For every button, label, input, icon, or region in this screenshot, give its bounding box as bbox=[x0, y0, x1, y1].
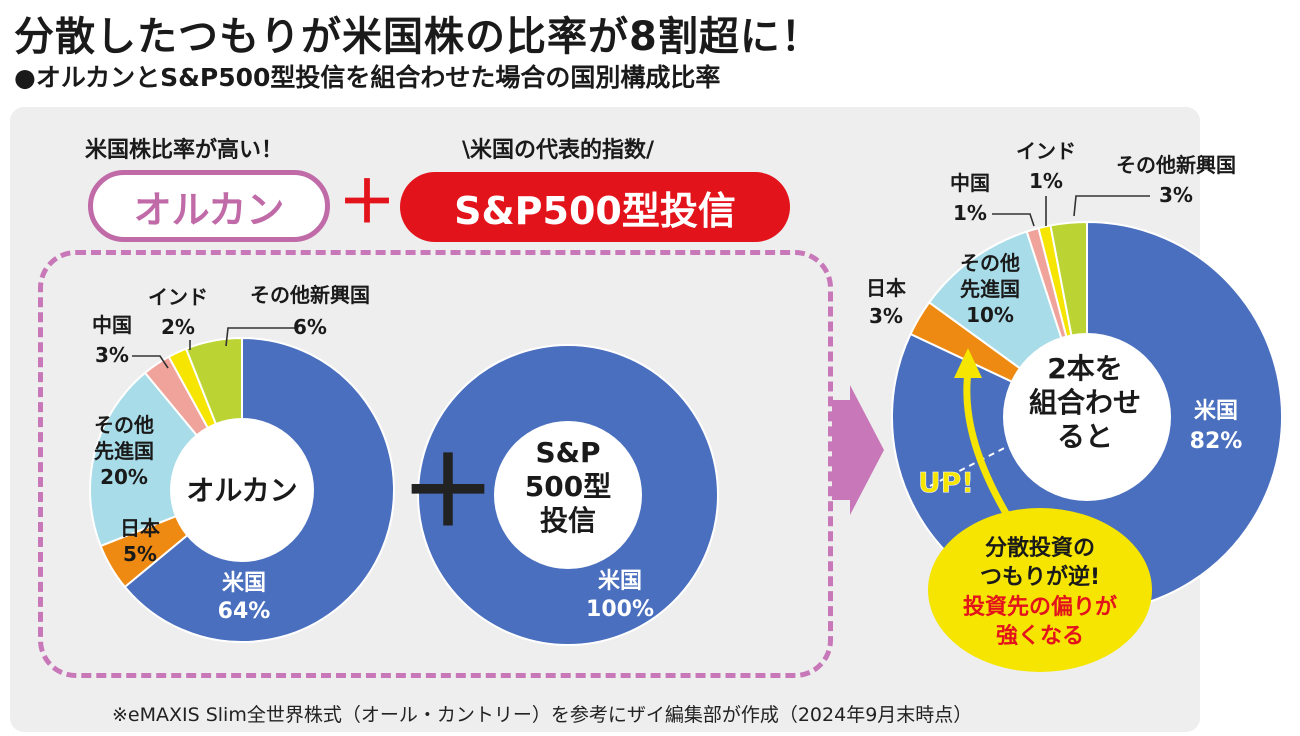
pill-orukan: オルカン bbox=[88, 170, 330, 242]
footnote: ※eMAXIS Slim全世界株式（オール・カントリー）を参考にザイ編集部が作成… bbox=[112, 704, 973, 726]
pie1-leader-emerging bbox=[225, 327, 296, 347]
pie3-label-usa: 米国 82% bbox=[1190, 399, 1243, 454]
pie1-label-india-name: インド bbox=[148, 285, 208, 309]
inputs-dashed-frame bbox=[38, 250, 833, 678]
pie3-label-india-name: インド bbox=[1016, 139, 1076, 163]
pie1-label-japan: 日本 5% bbox=[120, 516, 160, 566]
pie1-leader-china bbox=[132, 355, 169, 369]
pie3-label-emerging-value: 3% bbox=[1159, 183, 1193, 207]
callout-line-2: つもりが逆! bbox=[980, 564, 1100, 590]
pie1-label-emerging-value: 6% bbox=[293, 315, 327, 339]
pie1-label-usa: 米国 64% bbox=[218, 571, 271, 624]
pie3-label-china-name: 中国 bbox=[950, 171, 990, 195]
pie-chart-1 bbox=[89, 336, 395, 643]
pie1-center-label: オルカン bbox=[186, 474, 297, 507]
callout-line-1: 分散投資の bbox=[985, 535, 1095, 561]
pie1-label-developed: その他先進国 20% bbox=[94, 413, 154, 489]
page-title: 分散したつもりが米国株の比率が8割超に！ bbox=[14, 14, 822, 60]
up-label: UP! bbox=[918, 466, 974, 499]
pie3-center-label: 2本を組合わせると bbox=[1029, 352, 1141, 453]
pill-sp500: S&P500型投信 bbox=[400, 172, 790, 242]
pie3-label-china-value: 1% bbox=[953, 201, 987, 225]
callout-line-3: 投資先の偏りが bbox=[963, 594, 1117, 620]
pie-chart-2 bbox=[417, 344, 719, 646]
right-arrow-icon bbox=[832, 385, 884, 515]
pie1-label-emerging-name: その他新興国 bbox=[250, 283, 370, 307]
pie2-label-usa: 米国 100% bbox=[586, 569, 654, 622]
pie3-label-india-value: 1% bbox=[1029, 169, 1063, 193]
pie3-dashed-divider bbox=[929, 439, 1021, 487]
pie1-label-china-name: 中国 bbox=[92, 313, 132, 337]
pie3-label-developed: その他先進国 10% bbox=[960, 251, 1020, 327]
pie3-center bbox=[1003, 333, 1171, 501]
page-subtitle: ●オルカンとS&P500型投信を組合わせた場合の国別構成比率 bbox=[14, 63, 721, 92]
pie2-center bbox=[494, 421, 642, 569]
pie1-label-india-value: 2% bbox=[161, 315, 195, 339]
callout-line-4: 強くなる bbox=[996, 623, 1084, 649]
pie1-center bbox=[170, 418, 314, 562]
note-representative-index: \米国の代表的指数/ bbox=[462, 138, 655, 163]
up-arrow-icon bbox=[963, 371, 1014, 522]
callout-bubble bbox=[928, 508, 1152, 672]
pie-chart-3 bbox=[891, 220, 1283, 613]
pie3-label-emerging-name: その他新興国 bbox=[1116, 153, 1236, 177]
pie3-label-japan: 日本 3% bbox=[866, 276, 906, 328]
pie1-label-china-value: 3% bbox=[95, 343, 129, 367]
pie2-center-label: S&P 500型投信 bbox=[525, 436, 611, 537]
pie3-leader-emerging bbox=[1073, 195, 1150, 217]
pie3-leader-china bbox=[992, 213, 1035, 227]
note-high-us-ratio: 米国株比率が高い！ bbox=[85, 138, 284, 163]
